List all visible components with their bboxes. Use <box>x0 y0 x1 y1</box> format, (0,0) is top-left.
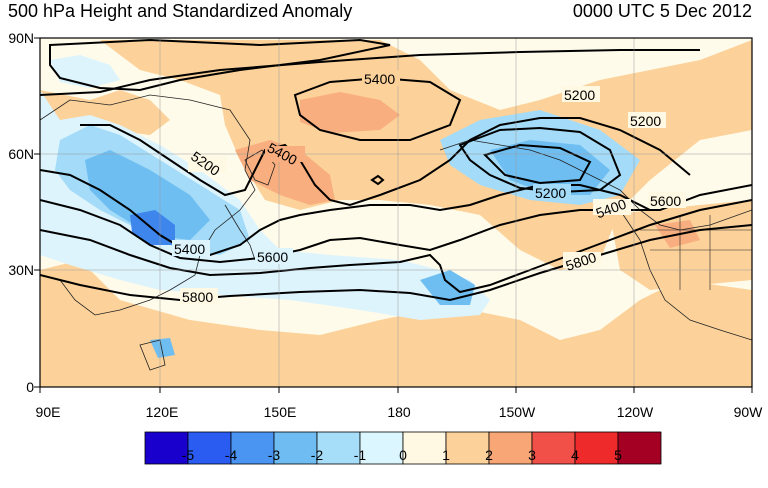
colorbar-tick-label: -2 <box>310 447 324 463</box>
lat-tick-label: 90N <box>8 30 34 46</box>
contour-small-loop <box>370 174 385 186</box>
colorbar-box <box>617 431 662 465</box>
coastline-kamchatka <box>244 149 276 186</box>
map-frame <box>39 37 753 388</box>
lon-tick-label: 180 <box>387 404 411 420</box>
lat-tick-label: 60N <box>8 146 34 162</box>
lon-tick-label: 120E <box>145 404 179 420</box>
colorbar-box <box>144 431 189 465</box>
anomaly-core-kamchatka <box>235 140 335 205</box>
colorbar-tick-label: 3 <box>528 447 536 463</box>
colorbar-tick-label: 1 <box>442 447 450 463</box>
colorbar-tick-label: -1 <box>353 447 367 463</box>
anomaly-ring-asia-3 <box>85 150 210 240</box>
contour-label: 5200 <box>535 185 566 201</box>
colorbar <box>144 431 662 465</box>
coastline-west-north-america <box>619 209 752 341</box>
anomaly-region-tropics-pos <box>40 260 752 387</box>
coastline-japan <box>224 204 256 261</box>
colorbar-box <box>230 431 275 465</box>
colorbar-box <box>574 431 619 465</box>
colorbar-box <box>187 431 232 465</box>
colorbar-box <box>316 431 361 465</box>
anomaly-core-north-pacific <box>300 92 400 133</box>
contour-label: 5800 <box>182 289 213 305</box>
contour-5800-main <box>40 224 752 302</box>
colorbar-box <box>445 431 490 465</box>
lat-tick-label: 30N <box>8 262 34 278</box>
lon-tick-label: 120W <box>616 404 654 420</box>
anomaly-spot-philippines <box>150 338 175 358</box>
colorbar-box <box>359 431 404 465</box>
contour-label: 5600 <box>650 193 681 209</box>
contour-5400-main <box>40 169 651 257</box>
contour-label: 5200 <box>564 87 595 103</box>
strong-positive-anomaly-shading <box>235 92 700 248</box>
colorbar-tick-label: 0 <box>399 447 407 463</box>
lon-tick-label: 150W <box>498 404 536 420</box>
colorbar-tick-label: 5 <box>614 447 622 463</box>
coastline-alaska-canada <box>439 139 752 231</box>
axis-ticks <box>34 37 753 393</box>
contour-5200-main <box>80 117 691 207</box>
contour-label: 5400 <box>174 241 205 257</box>
contour-labels: 5400 5200 5400 5200 5200 5200 5400 5600 … <box>172 70 686 305</box>
colorbar-tick-label: -5 <box>181 447 195 463</box>
lon-tick-label: 150E <box>263 404 297 420</box>
lon-tick-label: 90W <box>733 404 763 420</box>
lon-tick-label: 90E <box>35 404 61 420</box>
colorbar-box <box>531 431 576 465</box>
lat-tick-label: 0 <box>26 379 34 395</box>
graticule <box>40 38 752 387</box>
map-panel <box>40 38 752 387</box>
contour-label: 5200 <box>630 113 661 129</box>
colorbar-tick-label: -3 <box>267 447 281 463</box>
map-datetime: 0000 UTC 5 Dec 2012 <box>572 1 752 21</box>
coastline-east-asia <box>40 94 256 316</box>
colorbar-tick-label: 4 <box>571 447 579 463</box>
contour-polar-1 <box>40 49 700 96</box>
coastline-philippines <box>139 339 166 371</box>
contour-5700 <box>40 199 752 294</box>
contour-label: 5400 <box>364 71 395 87</box>
contour-label: 5600 <box>257 249 288 265</box>
colorbar-tick-label: 2 <box>485 447 493 463</box>
map-title: 500 hPa Height and Standardized Anomaly <box>8 1 353 21</box>
colorbar-tick-label: -4 <box>224 447 238 463</box>
colorbar-box <box>273 431 318 465</box>
contour-5200-alaska <box>458 126 622 194</box>
contour-5000-alaska <box>483 143 592 185</box>
